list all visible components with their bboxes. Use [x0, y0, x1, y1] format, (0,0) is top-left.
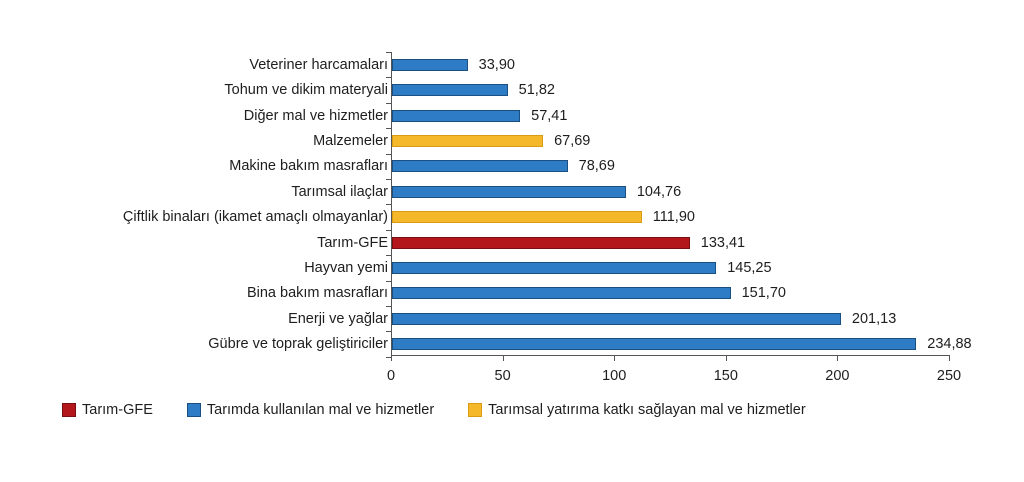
value-label: 57,41 — [531, 107, 568, 124]
x-tick-label: 0 — [386, 368, 396, 384]
x-axis-tick — [949, 355, 950, 361]
category-label: Çiftlik binaları (ikamet amaçlı olmayanl… — [122, 209, 388, 226]
bar — [392, 185, 626, 198]
y-axis-tick — [386, 204, 391, 206]
category-label: Bina bakım masrafları — [246, 285, 388, 302]
y-axis-line — [391, 52, 392, 356]
bar — [392, 58, 468, 71]
x-axis-line — [391, 355, 949, 356]
value-label: 51,82 — [518, 82, 555, 99]
legend-swatch-icon — [62, 403, 76, 417]
x-tick-label: 50 — [494, 368, 511, 384]
y-axis-tick — [386, 255, 391, 257]
category-label: Tarımsal ilaçlar — [291, 183, 388, 200]
value-label: 111,90 — [652, 209, 695, 226]
legend-swatch-icon — [186, 403, 201, 417]
category-label: Tarım-GFE — [317, 234, 388, 251]
category-label: Hayvan yemi — [304, 259, 388, 276]
bar — [392, 211, 642, 224]
legend-item-yellow: Tarımsal yatırıma katkı sağlayan mal ve … — [468, 402, 806, 418]
bar — [392, 236, 690, 249]
bar — [392, 287, 731, 300]
value-label: 67,69 — [554, 132, 591, 149]
x-tick-label: 150 — [713, 368, 738, 384]
value-label: 133,41 — [700, 234, 746, 251]
bar — [392, 109, 521, 122]
category-label: Tohum ve dikim materyali — [224, 82, 388, 99]
legend: Tarım-GFE Tarımda kullanılan mal ve hizme… — [62, 402, 840, 418]
x-axis-tick — [837, 355, 839, 361]
x-tick-label: 100 — [602, 368, 627, 384]
y-axis-tick — [386, 179, 391, 180]
y-axis-tick — [386, 52, 391, 53]
legend-item-red: Tarım-GFE — [62, 402, 153, 418]
value-label: 33,90 — [478, 56, 515, 73]
x-tick-label: 250 — [936, 368, 962, 384]
bar — [392, 338, 917, 351]
category-label: Gübre ve toprak geliştiriciler — [208, 336, 388, 353]
legend-item-blue: Tarımda kullanılan mal ve hizmetler — [186, 402, 435, 418]
x-axis-tick — [391, 355, 392, 361]
x-axis-tick — [614, 355, 616, 361]
y-axis-tick — [386, 229, 391, 231]
value-label: 145,25 — [727, 259, 772, 276]
y-axis-tick — [386, 153, 391, 155]
x-tick-label: 200 — [825, 368, 850, 384]
value-label: 234,88 — [927, 336, 972, 353]
bar — [392, 134, 544, 147]
legend-label: Tarımda kullanılan mal ve hizmetler — [206, 402, 435, 418]
category-label: Makine bakım masrafları — [229, 158, 388, 175]
legend-label: Tarım-GFE — [82, 402, 153, 418]
bar — [392, 312, 841, 325]
y-axis-tick — [386, 102, 391, 104]
bar — [392, 261, 717, 274]
category-label: Malzemeler — [313, 132, 388, 149]
value-label: 78,69 — [578, 158, 615, 175]
x-axis-tick — [502, 355, 504, 361]
value-label: 104,76 — [636, 183, 682, 200]
legend-swatch-icon — [468, 403, 483, 417]
category-label: Diğer mal ve hizmetler — [243, 107, 388, 124]
value-label: 201,13 — [851, 310, 897, 327]
y-axis-tick — [386, 306, 391, 307]
y-axis-tick — [386, 280, 391, 282]
category-label: Veteriner harcamaları — [249, 56, 388, 73]
y-axis-tick — [386, 77, 391, 79]
legend-label: Tarımsal yatırıma katkı sağlayan mal ve … — [488, 402, 806, 418]
bar — [392, 160, 568, 173]
bar — [392, 84, 508, 97]
category-label: Enerji ve yağlar — [288, 310, 388, 327]
y-axis-tick — [386, 331, 391, 333]
y-axis-tick — [386, 128, 391, 130]
value-label: 151,70 — [741, 285, 786, 302]
x-axis-tick — [725, 355, 727, 361]
y-axis-tick — [386, 356, 391, 358]
